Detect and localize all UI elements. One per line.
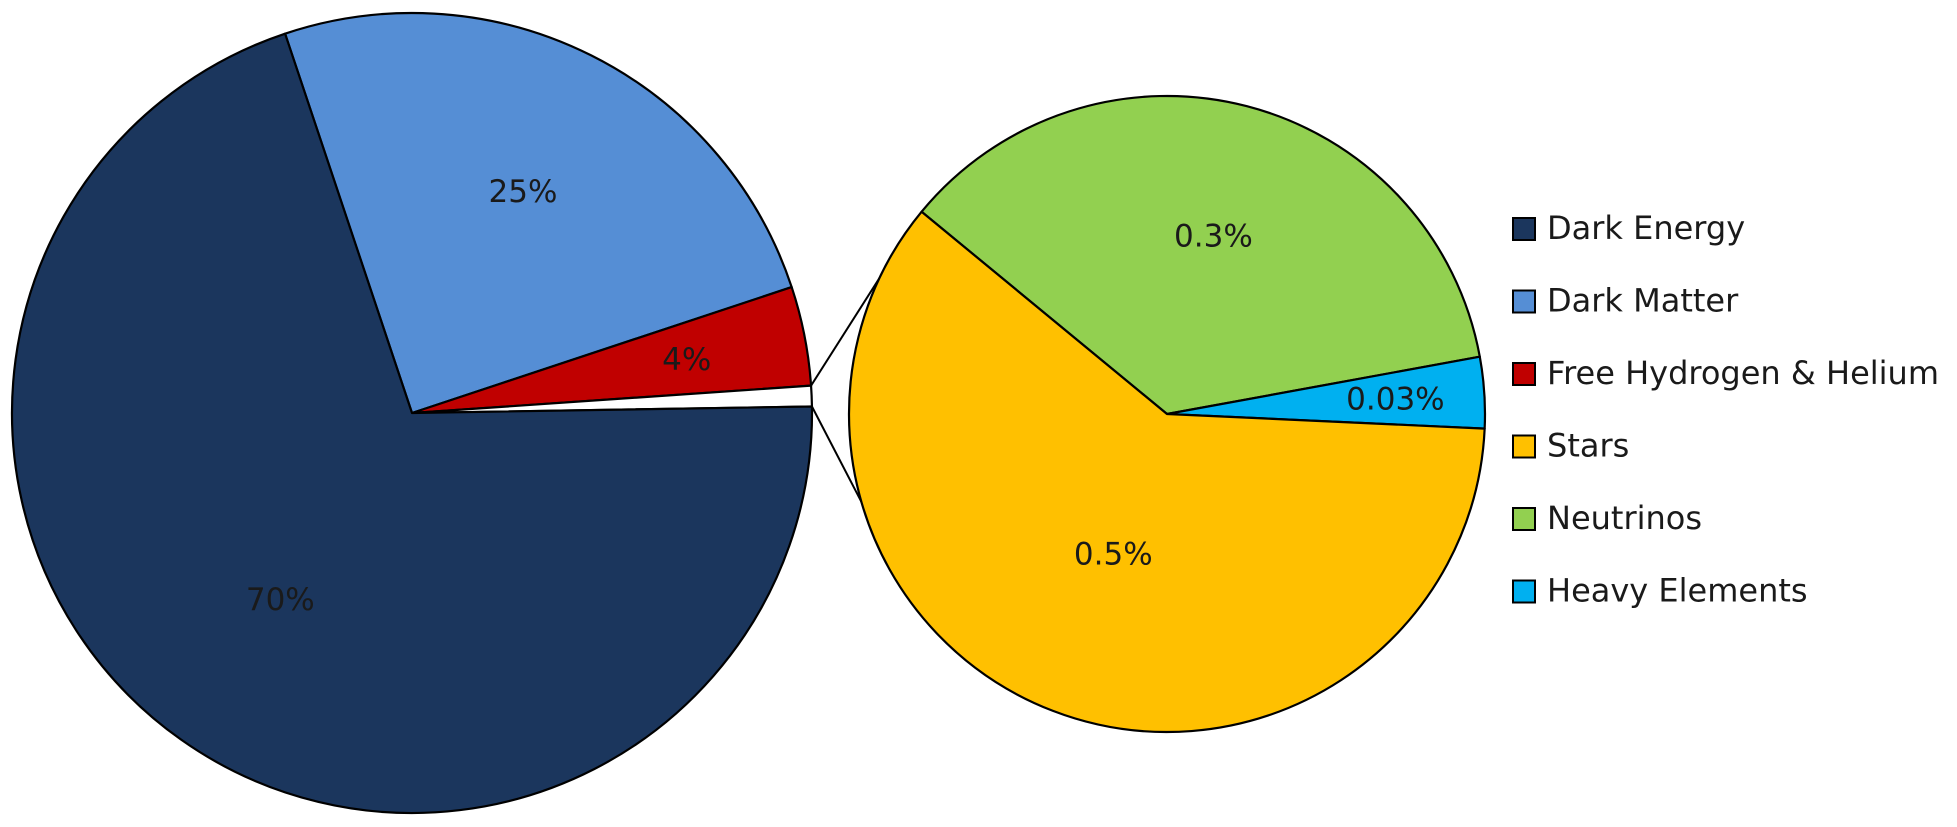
legend-label-dark-matter: Dark Matter [1547,282,1739,320]
main-label-free-hydrogen-and-helium: 4% [662,342,711,378]
secondary-label-heavy-elements: 0.03% [1346,382,1444,418]
legend-label-dark-energy: Dark Energy [1547,209,1745,247]
legend-swatch-neutrinos [1512,507,1536,531]
legend-label-stars: Stars [1547,427,1629,465]
legend-label-neutrinos: Neutrinos [1547,499,1702,537]
secondary-label-neutrinos: 0.3% [1174,219,1253,255]
legend-swatch-dark-matter [1512,289,1536,314]
legend: Dark Energy Dark Matter Free Hydrogen & He… [1512,209,1939,610]
secondary-slice-stars [847,210,1486,734]
legend-label-heavy-elements: Heavy Elements [1547,572,1808,610]
secondary-pie: 0.3% 0.03% 0.5% [847,94,1487,734]
main-pie: 25% 4% 70% [10,11,814,815]
legend-swatch-dark-energy [1512,217,1536,241]
main-slice-dark-energy [10,32,814,815]
main-label-dark-energy: 70% [246,582,315,618]
legend-swatch-heavy-elements [1512,579,1536,604]
connector-line-bottom [811,406,863,503]
secondary-slice-neutrinos [920,94,1481,416]
legend-swatch-free-hydrogen-and-helium [1512,362,1536,386]
main-slice-dark-matter [283,11,793,415]
secondary-label-stars: 0.5% [1074,537,1153,573]
main-label-dark-matter: 25% [489,174,558,210]
legend-label-free-hydrogen-and-helium: Free Hydrogen & Helium [1547,354,1939,392]
legend-swatch-stars [1512,434,1536,459]
